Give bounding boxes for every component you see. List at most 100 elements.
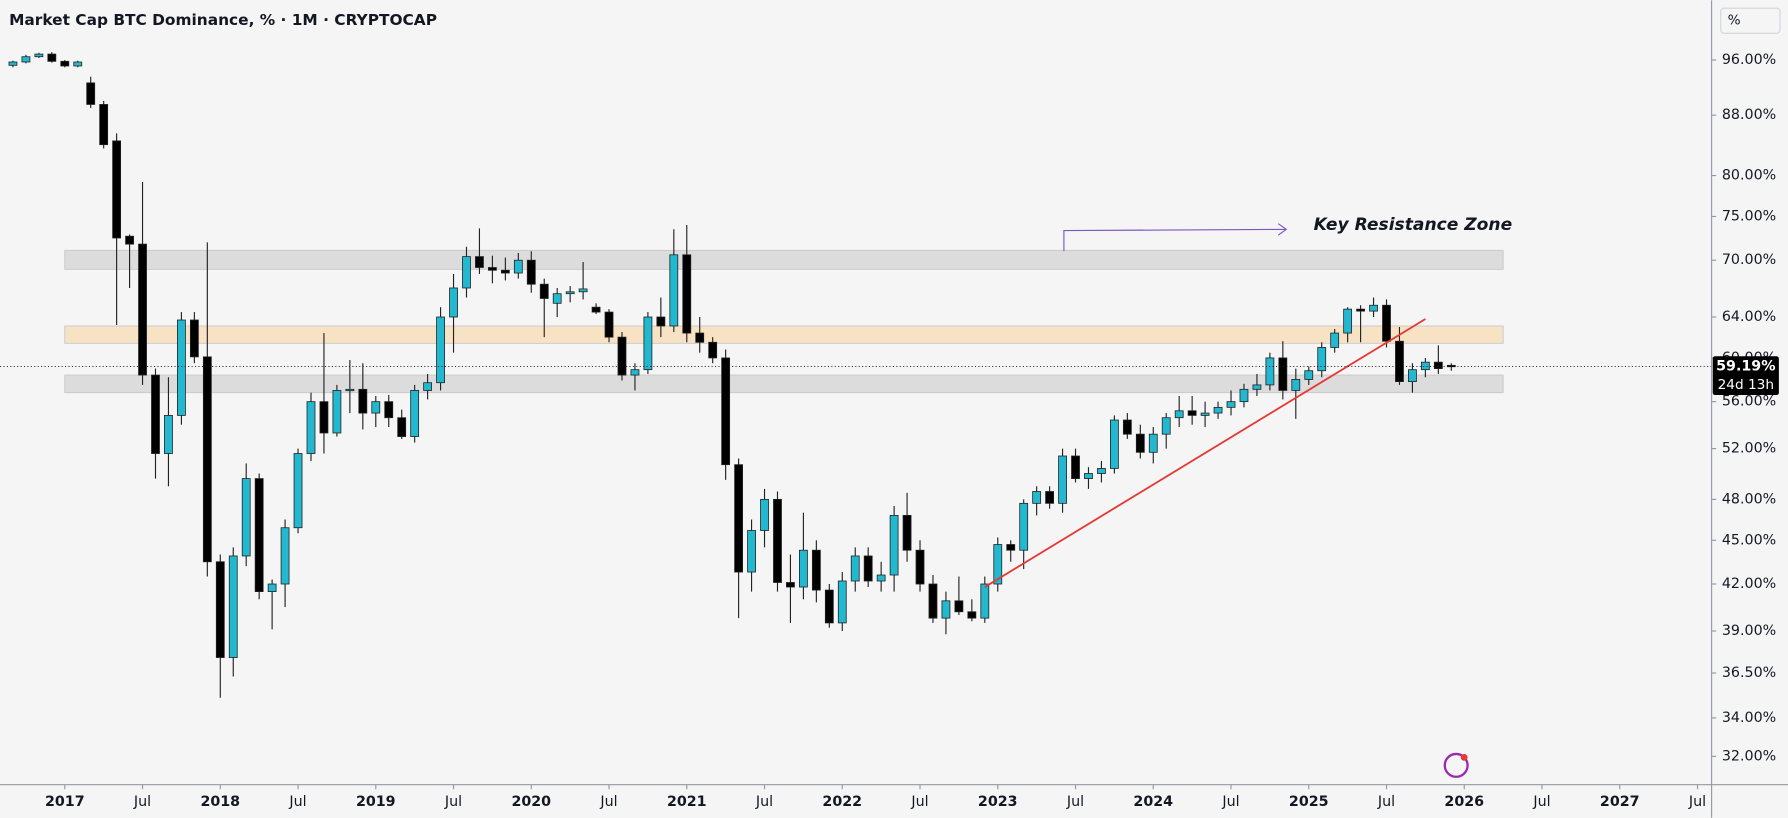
- x-tick-label: Jul: [1221, 794, 1239, 810]
- candle-body: [1265, 357, 1275, 386]
- candle-body: [60, 60, 70, 67]
- unit-box[interactable]: [1720, 7, 1781, 34]
- candle-body: [1006, 544, 1016, 551]
- candle-body: [1252, 384, 1262, 390]
- candle-body: [902, 515, 912, 551]
- candle-body: [708, 341, 718, 359]
- candle-body: [241, 478, 251, 557]
- y-tick-label: 80.00%: [1722, 168, 1776, 184]
- candle-body: [876, 574, 886, 582]
- trendline: [984, 318, 1426, 588]
- x-tick-label: Jul: [133, 794, 151, 810]
- candle-body: [1045, 491, 1054, 504]
- candle-body: [73, 61, 83, 67]
- candle-body: [591, 306, 601, 313]
- x-tick-label: Jul: [1688, 794, 1706, 810]
- y-tick-label: 52.00%: [1722, 441, 1776, 457]
- candle-body: [1187, 410, 1197, 416]
- y-tick-label: 32.00%: [1722, 748, 1776, 764]
- price-box: [1712, 356, 1779, 396]
- candle-body: [1408, 369, 1417, 383]
- candle-body: [1395, 340, 1404, 383]
- x-tick-label: 2020: [511, 794, 551, 810]
- y-tick-label: 96.00%: [1722, 52, 1776, 68]
- x-tick-label: 2019: [356, 794, 396, 810]
- candle-body: [1317, 347, 1327, 372]
- price-label: 59.19%: [1716, 359, 1775, 375]
- candle-body: [889, 515, 899, 576]
- y-tick-label: 39.00%: [1722, 623, 1776, 639]
- overlays: [0, 318, 1712, 588]
- candle-body: [669, 254, 679, 327]
- candle-body: [837, 580, 847, 624]
- y-tick-label: 56.00%: [1722, 394, 1776, 410]
- candle-body: [280, 527, 290, 585]
- candle-body: [747, 530, 756, 573]
- y-tick-label: 75.00%: [1722, 208, 1776, 224]
- zone: [64, 374, 1504, 394]
- candle-body: [1032, 491, 1042, 504]
- candle-body: [215, 561, 225, 658]
- candle-body: [345, 388, 355, 392]
- candle-body: [267, 583, 277, 592]
- candle-body: [34, 53, 44, 58]
- candle-body: [967, 611, 977, 619]
- candle-body: [332, 390, 342, 434]
- candle-body: [21, 56, 31, 63]
- candle-body: [99, 104, 109, 146]
- x-tick-label: Jul: [444, 794, 462, 810]
- candle-body: [371, 401, 381, 414]
- candle-body: [449, 287, 458, 318]
- candle-body: [112, 140, 122, 239]
- candle-body: [824, 589, 834, 624]
- candle-body: [1330, 332, 1340, 348]
- candle-body: [993, 544, 1003, 585]
- candle-body: [1019, 502, 1029, 551]
- candle-body: [189, 319, 199, 358]
- candle-body: [1356, 308, 1365, 312]
- candle-body: [462, 256, 471, 289]
- chart-title: Market Cap BTC Dominance, % · 1M · CRYPT…: [9, 11, 437, 29]
- candle-body: [1135, 433, 1145, 453]
- candle-body: [773, 498, 782, 583]
- candle-body: [552, 293, 562, 304]
- y-tick-label: 88.00%: [1722, 107, 1776, 123]
- candle-body: [384, 401, 394, 419]
- candle-body: [47, 53, 57, 62]
- candle-body: [177, 319, 186, 416]
- candle-body: [604, 311, 614, 338]
- x-tick-label: 2025: [1289, 794, 1329, 810]
- candle-body: [1304, 370, 1314, 380]
- candle-body: [1382, 304, 1391, 342]
- y-tick-label: 34.00%: [1722, 710, 1776, 726]
- candle-body: [811, 549, 821, 591]
- candle-body: [643, 316, 653, 371]
- candle-body: [799, 549, 808, 588]
- candle-body: [786, 582, 795, 588]
- annotation-text: Key Resistance Zone: [1314, 215, 1513, 235]
- candle-body: [254, 478, 264, 592]
- candle-body: [138, 243, 147, 376]
- candle-body: [915, 549, 925, 585]
- arrow-head: [1277, 223, 1288, 236]
- y-tick-label: 42.00%: [1722, 576, 1776, 592]
- candle-body: [513, 259, 523, 274]
- candle-body: [202, 356, 212, 563]
- candle-body: [526, 259, 536, 285]
- x-tick-label: 2018: [200, 794, 240, 810]
- zone: [64, 325, 1504, 344]
- candle-body: [863, 555, 873, 582]
- candle-body: [1058, 455, 1067, 504]
- candle-body: [941, 600, 951, 619]
- y-tick-label: 70.00%: [1722, 252, 1776, 268]
- candle-body: [125, 235, 134, 245]
- candle-body: [1122, 419, 1132, 435]
- candles: [8, 52, 1456, 698]
- candle-body: [488, 267, 497, 271]
- candle-body: [358, 388, 368, 414]
- candle-body: [1226, 401, 1236, 408]
- logo: [1443, 752, 1469, 778]
- logo-dot: [1460, 753, 1468, 761]
